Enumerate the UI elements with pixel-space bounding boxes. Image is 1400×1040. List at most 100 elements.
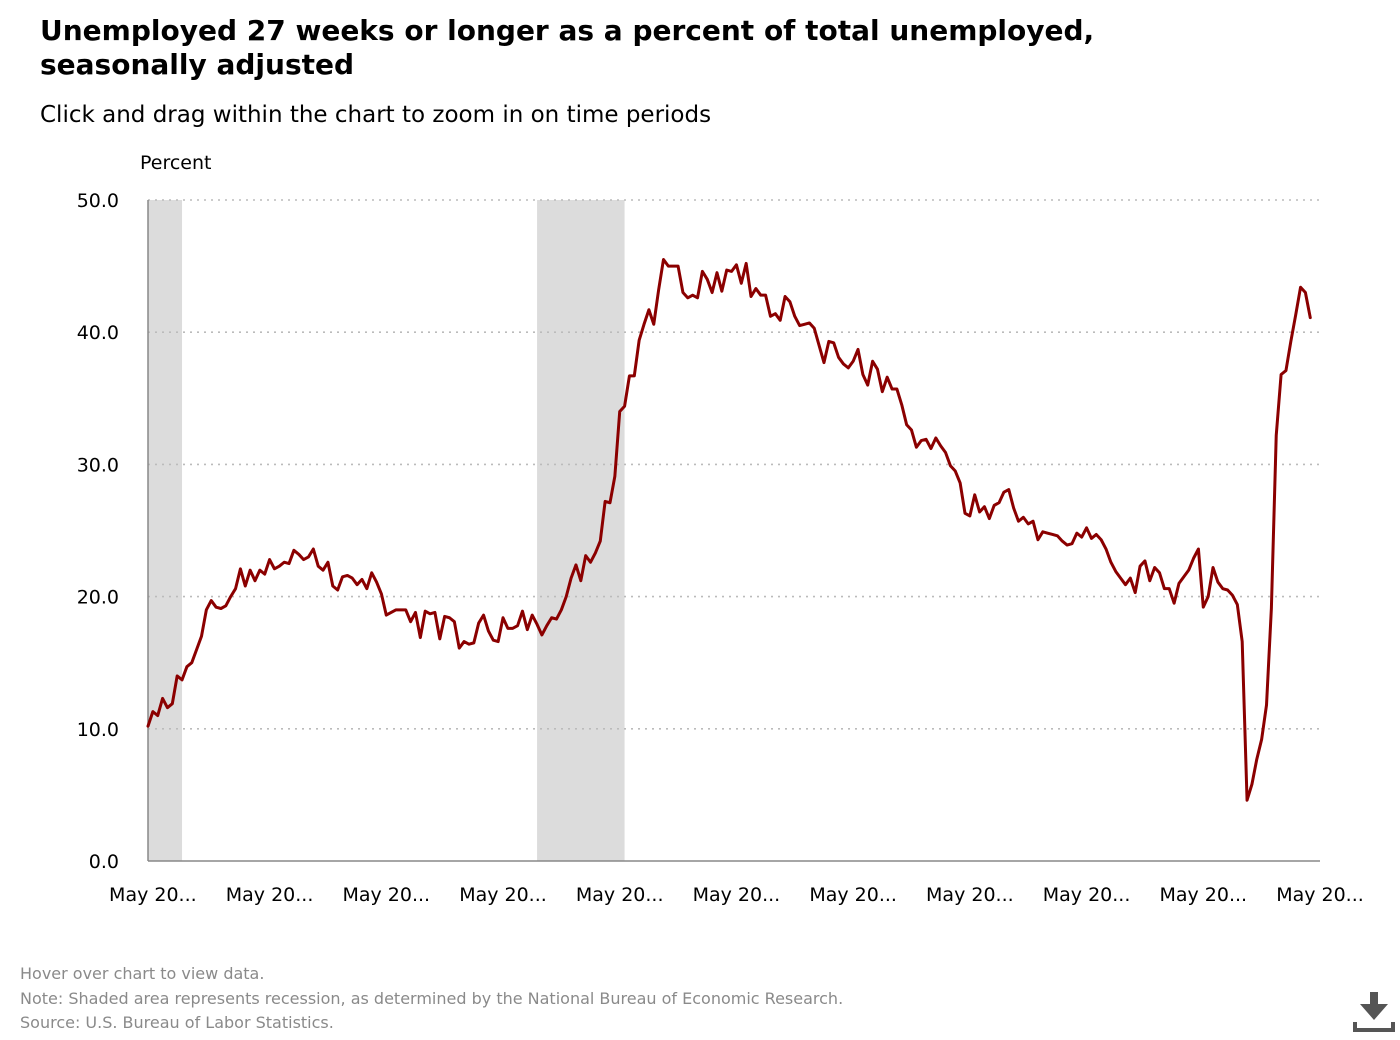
data-point[interactable] xyxy=(1249,781,1255,787)
data-point[interactable] xyxy=(792,313,798,319)
data-point[interactable] xyxy=(1127,575,1133,581)
data-point[interactable] xyxy=(247,567,253,573)
data-point[interactable] xyxy=(276,563,282,569)
data-point[interactable] xyxy=(335,587,341,593)
data-point[interactable] xyxy=(811,325,817,331)
data-point[interactable] xyxy=(539,632,545,638)
data-point[interactable] xyxy=(262,571,268,577)
data-point[interactable] xyxy=(578,578,584,584)
data-point[interactable] xyxy=(242,583,248,589)
data-point[interactable] xyxy=(1142,558,1148,564)
data-point[interactable] xyxy=(524,627,530,633)
data-point[interactable] xyxy=(947,463,953,469)
data-point[interactable] xyxy=(636,337,642,343)
data-point[interactable] xyxy=(923,436,929,442)
data-point[interactable] xyxy=(267,557,273,563)
data-point[interactable] xyxy=(476,620,482,626)
data-point[interactable] xyxy=(1254,756,1260,762)
data-point[interactable] xyxy=(699,268,705,274)
data-point[interactable] xyxy=(1084,525,1090,531)
data-point[interactable] xyxy=(485,628,491,634)
data-point[interactable] xyxy=(408,619,414,625)
data-point[interactable] xyxy=(967,513,973,519)
data-point[interactable] xyxy=(412,609,418,615)
data-point[interactable] xyxy=(943,450,949,456)
data-point[interactable] xyxy=(184,664,190,670)
data-point[interactable] xyxy=(806,320,812,326)
data-point[interactable] xyxy=(563,594,569,600)
data-point[interactable] xyxy=(695,295,701,301)
data-point[interactable] xyxy=(160,695,166,701)
data-point[interactable] xyxy=(592,550,598,556)
data-point[interactable] xyxy=(821,360,827,366)
data-point[interactable] xyxy=(1244,797,1250,803)
data-point[interactable] xyxy=(305,554,311,560)
data-point[interactable] xyxy=(1234,602,1240,608)
data-point[interactable] xyxy=(194,646,200,652)
data-point[interactable] xyxy=(374,579,380,585)
data-point[interactable] xyxy=(612,473,618,479)
series[interactable] xyxy=(145,256,1313,803)
data-point[interactable] xyxy=(860,372,866,378)
data-point[interactable] xyxy=(1074,530,1080,536)
data-point[interactable] xyxy=(1035,537,1041,543)
data-point[interactable] xyxy=(1293,312,1299,318)
data-point[interactable] xyxy=(1147,578,1153,584)
data-point[interactable] xyxy=(1113,568,1119,574)
data-point[interactable] xyxy=(675,263,681,269)
data-point[interactable] xyxy=(1108,559,1114,565)
data-point[interactable] xyxy=(179,677,185,683)
data-point[interactable] xyxy=(1152,565,1158,571)
data-point[interactable] xyxy=(534,621,540,627)
data-point[interactable] xyxy=(252,578,258,584)
data-point[interactable] xyxy=(1176,580,1182,586)
data-point[interactable] xyxy=(257,567,263,573)
data-point[interactable] xyxy=(617,409,623,415)
data-point[interactable] xyxy=(850,358,856,364)
data-point[interactable] xyxy=(568,575,574,581)
data-point[interactable] xyxy=(996,500,1002,506)
data-point[interactable] xyxy=(680,290,686,296)
data-point[interactable] xyxy=(369,570,375,576)
data-point[interactable] xyxy=(515,623,521,629)
data-point[interactable] xyxy=(1118,575,1124,581)
data-point[interactable] xyxy=(583,553,589,559)
data-point[interactable] xyxy=(1030,518,1036,524)
data-point[interactable] xyxy=(203,607,209,613)
data-point[interactable] xyxy=(320,567,326,573)
data-point[interactable] xyxy=(733,262,739,268)
data-point[interactable] xyxy=(145,723,151,729)
data-point[interactable] xyxy=(349,575,355,581)
data-point[interactable] xyxy=(228,594,234,600)
data-point[interactable] xyxy=(495,639,501,645)
data-point[interactable] xyxy=(952,468,958,474)
data-point[interactable] xyxy=(1273,432,1279,438)
data-point[interactable] xyxy=(1205,594,1211,600)
data-point[interactable] xyxy=(855,346,861,352)
data-point[interactable] xyxy=(738,280,744,286)
data-point[interactable] xyxy=(704,276,710,282)
data-point[interactable] xyxy=(879,389,885,395)
data-point[interactable] xyxy=(1132,590,1138,596)
data-point[interactable] xyxy=(325,559,331,565)
data-point[interactable] xyxy=(1225,587,1231,593)
data-point[interactable] xyxy=(1011,505,1017,511)
data-point[interactable] xyxy=(719,288,725,294)
data-point[interactable] xyxy=(1079,534,1085,540)
data-point[interactable] xyxy=(1166,586,1172,592)
data-point[interactable] xyxy=(763,292,769,298)
data-point[interactable] xyxy=(330,583,336,589)
data-point[interactable] xyxy=(1278,372,1284,378)
data-point[interactable] xyxy=(641,321,647,327)
line-chart[interactable]: 0.010.020.030.040.050.0 May 20... May 20.… xyxy=(0,140,1400,930)
data-point[interactable] xyxy=(772,311,778,317)
data-point[interactable] xyxy=(155,713,161,719)
data-point[interactable] xyxy=(233,586,239,592)
data-point[interactable] xyxy=(972,492,978,498)
data-point[interactable] xyxy=(451,619,457,625)
data-point[interactable] xyxy=(354,582,360,588)
data-point[interactable] xyxy=(840,361,846,367)
data-point[interactable] xyxy=(432,609,438,615)
data-point[interactable] xyxy=(198,633,204,639)
data-point[interactable] xyxy=(597,538,603,544)
